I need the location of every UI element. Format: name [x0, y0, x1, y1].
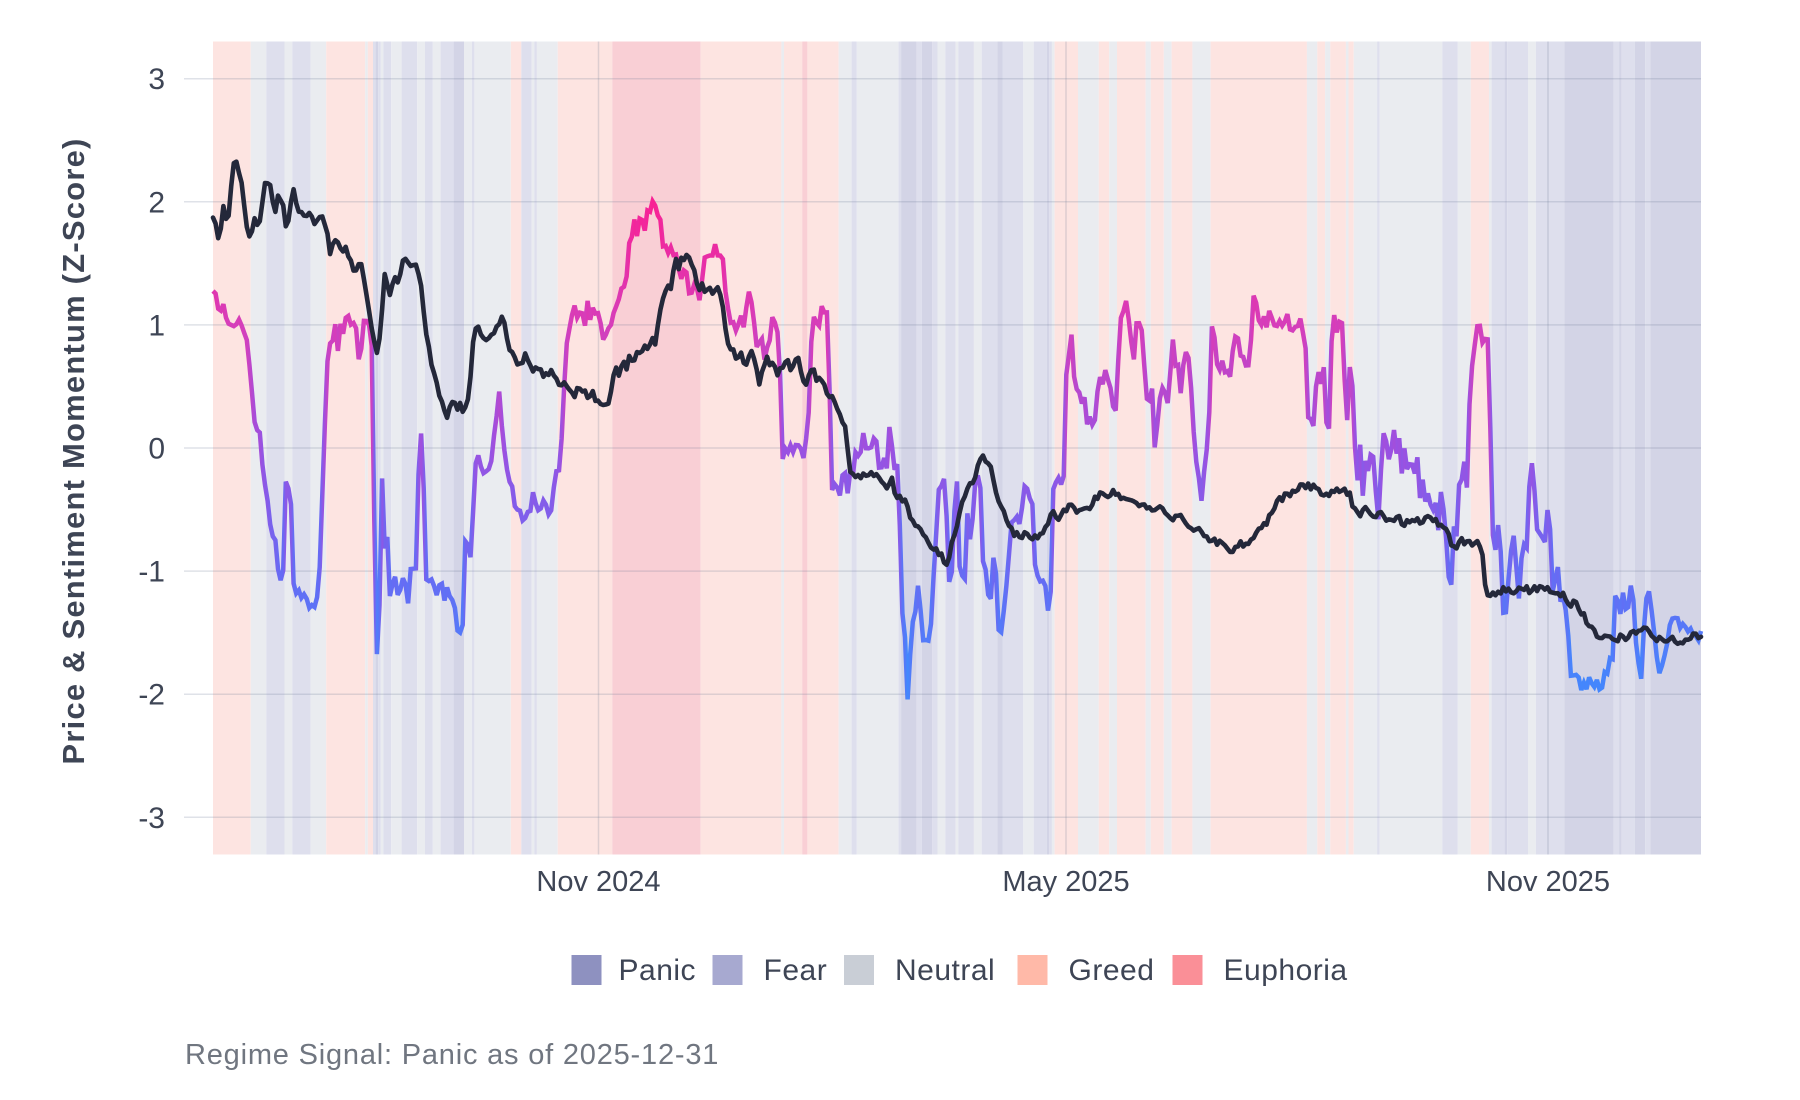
svg-text:Greed: Greed [1069, 954, 1155, 987]
svg-text:-1: -1 [138, 556, 165, 589]
svg-text:2: 2 [148, 186, 165, 219]
svg-text:Regime Signal: Panic as of 202: Regime Signal: Panic as of 2025-12-31 [185, 1039, 719, 1071]
svg-text:-2: -2 [138, 679, 165, 712]
svg-text:Price & Sentiment Momentum (Z-: Price & Sentiment Momentum (Z-Score) [56, 137, 91, 764]
svg-text:3: 3 [148, 63, 165, 96]
svg-text:1: 1 [148, 309, 165, 342]
svg-text:Fear: Fear [764, 954, 828, 987]
svg-text:Euphoria: Euphoria [1224, 954, 1348, 987]
svg-text:Nov 2024: Nov 2024 [536, 866, 660, 898]
svg-text:-3: -3 [138, 802, 165, 835]
svg-text:Nov 2025: Nov 2025 [1486, 866, 1610, 898]
svg-text:May 2025: May 2025 [1002, 866, 1129, 898]
svg-text:Neutral: Neutral [895, 954, 995, 987]
svg-text:Panic: Panic [619, 954, 697, 987]
svg-text:0: 0 [148, 433, 165, 466]
